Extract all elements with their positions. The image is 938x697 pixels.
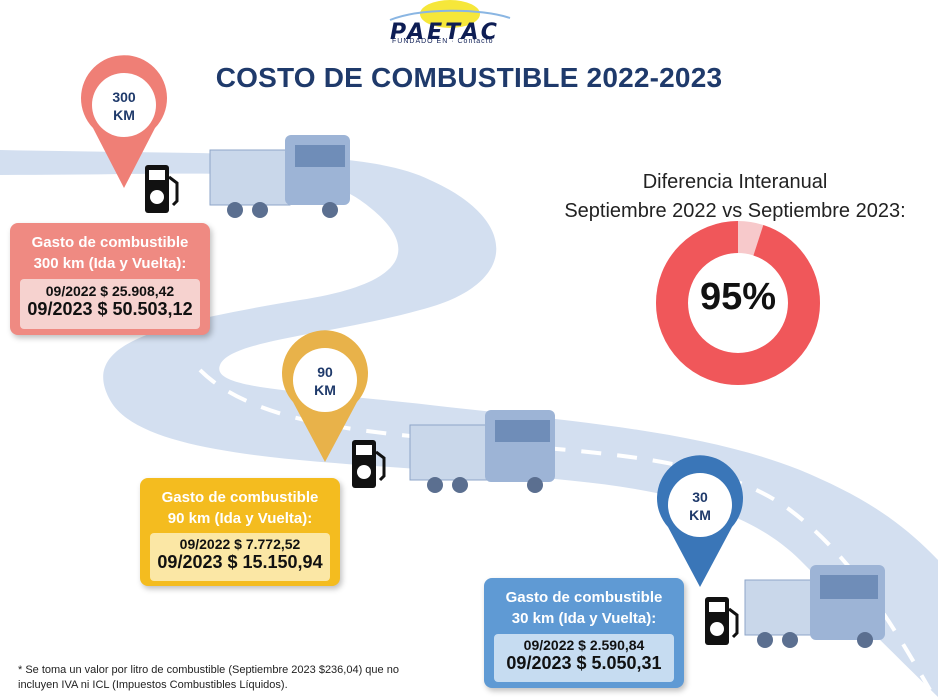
company-logo <box>389 0 511 28</box>
map-pin-icon <box>80 55 167 188</box>
card-300km-header-2: 300 km (Ida y Vuelta): <box>33 255 187 272</box>
logo-subtext: FUNDADO EN · Contacto <box>392 38 494 45</box>
page-title: COSTO DE COMBUSTIBLE 2022-2023 <box>215 62 723 93</box>
difference-title-line-1: Diferencia Interanual <box>642 171 828 193</box>
card-90km-2023: 09/2023 $ 15.150,94 <box>157 552 323 572</box>
card-90km-header-1: Gasto de combustible <box>161 489 319 506</box>
difference-percent: 95% <box>699 276 777 318</box>
map-pin-icon <box>657 455 743 587</box>
truck-icon <box>409 410 555 493</box>
pin-30-label: 30 KM <box>689 489 711 523</box>
card-90km: Gasto de combustible 90 km (Ida y Vuelta… <box>140 478 340 586</box>
map-pin-icon <box>281 330 369 462</box>
card-300km-header-1: Gasto de combustible <box>31 234 189 251</box>
ring-percent <box>656 221 820 385</box>
card-30km: Gasto de combustible 30 km (Ida y Vuelta… <box>484 578 684 688</box>
card-90km-2022: 09/2022 $ 7.772,52 <box>179 536 301 552</box>
fuel-pump-icon <box>705 597 739 645</box>
card-300km-2023: 09/2023 $ 50.503,12 <box>27 299 193 319</box>
logo-text: PAETAC <box>390 20 500 45</box>
difference-title: Diferencia Interanual Septiembre 2022 vs… <box>548 168 922 226</box>
pin-300-label: 300 KM <box>112 89 136 123</box>
truck-icon <box>744 565 885 648</box>
fuel-pump-icon <box>352 440 386 488</box>
fuel-pump-icon <box>145 165 179 213</box>
card-90km-header-2: 90 km (Ida y Vuelta): <box>167 510 313 527</box>
card-90km-values: 09/2022 $ 7.772,52 09/2023 $ 15.150,94 <box>150 533 330 581</box>
card-300km-values: 09/2022 $ 25.908,42 09/2023 $ 50.503,12 <box>20 279 200 329</box>
card-30km-header-1: Gasto de combustible <box>505 589 663 606</box>
footnote: * Se toma un valor por litro de combusti… <box>18 663 458 693</box>
card-300km-2022: 09/2022 $ 25.908,42 <box>45 283 175 299</box>
card-30km-2022: 09/2022 $ 2.590,84 <box>523 637 645 653</box>
card-30km-header-2: 30 km (Ida y Vuelta): <box>511 610 657 627</box>
pin-90-label: 90 KM <box>314 364 336 398</box>
truck-icon <box>209 135 350 218</box>
footnote-line-1: * Se toma un valor por litro de combusti… <box>18 664 399 676</box>
footnote-line-2: incluyen IVA ni ICL (Impuestos Combustib… <box>18 679 288 691</box>
difference-title-line-2: Septiembre 2022 vs Septiembre 2023: <box>564 200 906 222</box>
card-30km-2023: 09/2023 $ 5.050,31 <box>506 653 662 673</box>
card-300km: Gasto de combustible 300 km (Ida y Vuelt… <box>10 223 210 335</box>
card-30km-values: 09/2022 $ 2.590,84 09/2023 $ 5.050,31 <box>494 634 674 682</box>
